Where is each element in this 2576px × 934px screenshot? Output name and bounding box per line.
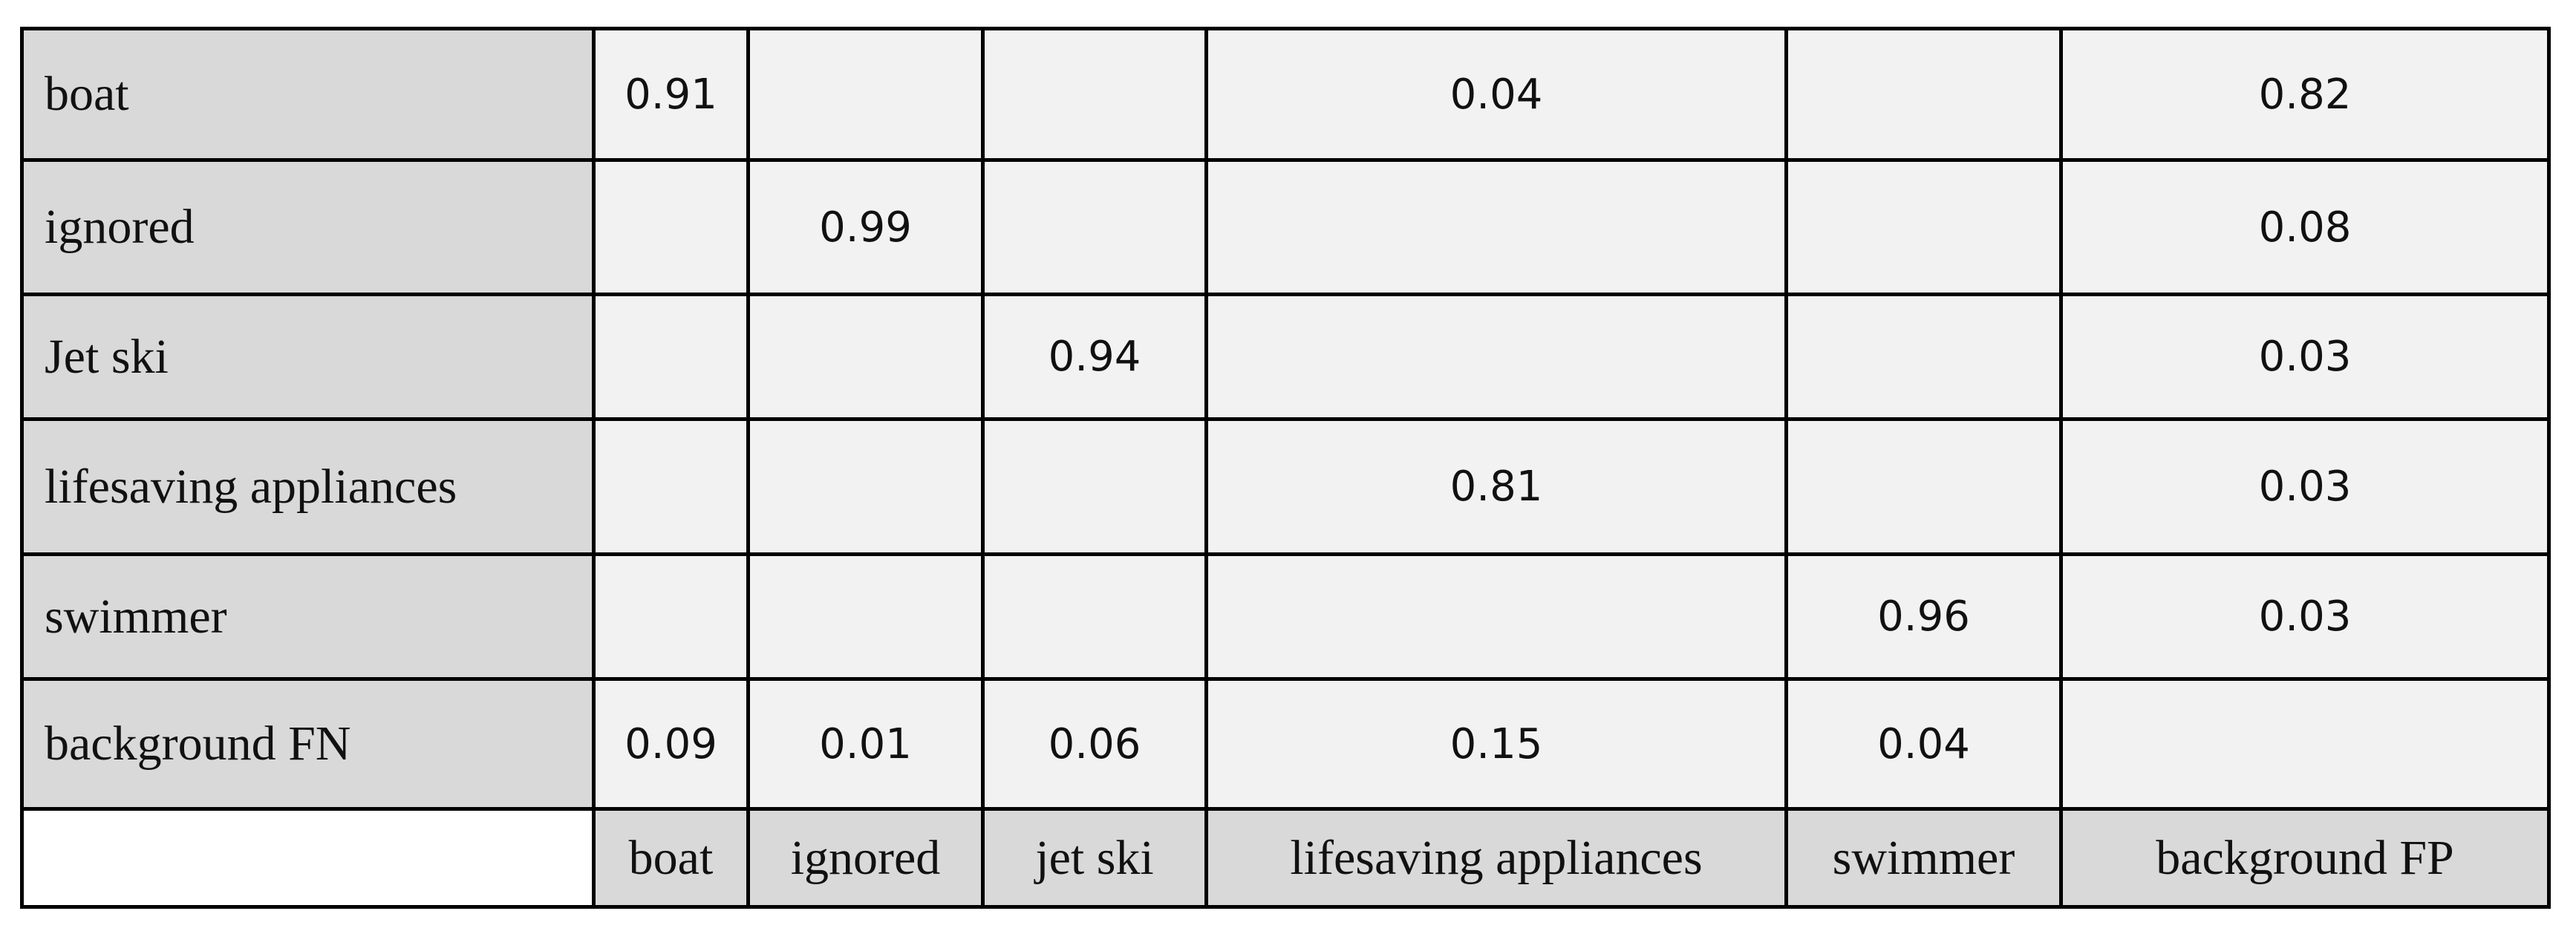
confusion-table: boat 0.91 0.04 0.82 ignored 0.99 0.08 Jet ski 0.… — [20, 27, 2551, 909]
column-label: boat — [596, 811, 746, 905]
value-cell — [750, 556, 981, 677]
value-cell — [985, 556, 1204, 677]
column-label: background FP — [2063, 811, 2547, 905]
value-cell — [2063, 681, 2547, 807]
value-cell — [596, 556, 746, 677]
value-cell — [750, 421, 981, 552]
value-cell — [985, 162, 1204, 293]
value-cell — [596, 296, 746, 417]
value-cell: 0.94 — [985, 296, 1204, 417]
column-label: ignored — [750, 811, 981, 905]
value-cell: 0.91 — [596, 30, 746, 158]
value-cell — [1208, 162, 1784, 293]
value-cell: 0.82 — [2063, 30, 2547, 158]
value-cell — [1788, 162, 2059, 293]
value-cell — [1208, 296, 1784, 417]
row-label: Jet ski — [24, 296, 592, 417]
value-cell — [1788, 421, 2059, 552]
value-cell: 0.81 — [1208, 421, 1784, 552]
value-cell — [596, 162, 746, 293]
row-label: boat — [24, 30, 592, 158]
value-cell: 0.04 — [1788, 681, 2059, 807]
value-cell — [1208, 556, 1784, 677]
row-label: background FN — [24, 681, 592, 807]
value-cell — [750, 296, 981, 417]
value-cell: 0.06 — [985, 681, 1204, 807]
value-cell: 0.03 — [2063, 296, 2547, 417]
value-cell: 0.03 — [2063, 421, 2547, 552]
column-label: swimmer — [1788, 811, 2059, 905]
corner-cell — [24, 811, 592, 905]
column-label: jet ski — [985, 811, 1204, 905]
value-cell: 0.09 — [596, 681, 746, 807]
value-cell — [1788, 296, 2059, 417]
value-cell — [985, 421, 1204, 552]
value-cell: 0.01 — [750, 681, 981, 807]
row-label: lifesaving appliances — [24, 421, 592, 552]
value-cell: 0.96 — [1788, 556, 2059, 677]
value-cell: 0.03 — [2063, 556, 2547, 677]
value-cell — [985, 30, 1204, 158]
row-label: ignored — [24, 162, 592, 293]
value-cell — [1788, 30, 2059, 158]
value-cell: 0.15 — [1208, 681, 1784, 807]
value-cell — [750, 30, 981, 158]
value-cell: 0.08 — [2063, 162, 2547, 293]
value-cell: 0.99 — [750, 162, 981, 293]
row-label: swimmer — [24, 556, 592, 677]
column-label: lifesaving appliances — [1208, 811, 1784, 905]
value-cell: 0.04 — [1208, 30, 1784, 158]
value-cell — [596, 421, 746, 552]
